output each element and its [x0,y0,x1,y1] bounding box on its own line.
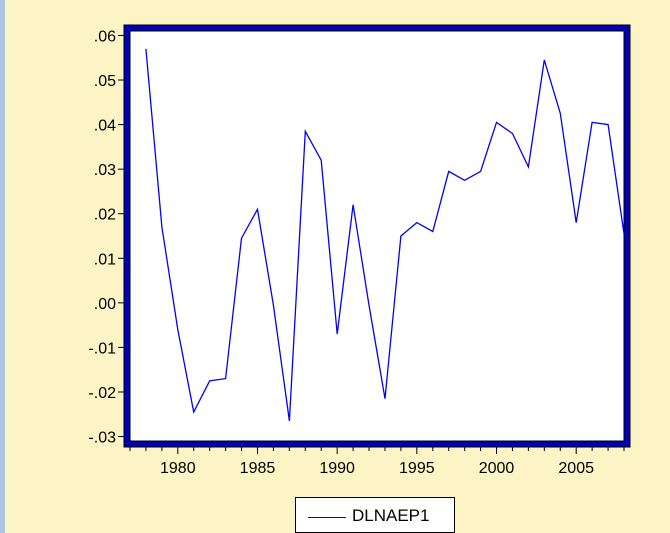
y-tick-label: .05 [94,73,116,90]
series-line [145,48,625,421]
y-tick-label: .02 [94,207,116,224]
x-tick-label: 1995 [399,460,435,477]
legend-line-swatch [308,517,346,518]
x-tick-label: 1985 [240,460,276,477]
x-axis: 1980 1985 1990 1995 2000 2005 [129,447,625,477]
legend-label: DLNAEP1 [352,506,430,525]
legend: DLNAEP1 [295,497,455,533]
y-tick-label: .03 [94,162,116,179]
x-tick-label: 1990 [319,460,355,477]
series-layer [145,48,625,421]
y-tick-label: -.01 [88,340,116,357]
x-tick-label: 1980 [160,460,196,477]
y-tick-label: .01 [94,251,116,268]
y-axis: .06 .05 .04 .03 .02 .01 .00 -.01 -.02 -.03 [88,28,124,447]
y-tick-label: .04 [94,118,116,135]
y-tick-label: -.02 [88,385,116,402]
y-tick-label: -.03 [88,430,116,447]
x-tick-label: 2000 [479,460,515,477]
plot-area [129,30,625,442]
y-tick-label: .06 [94,28,116,45]
y-tick-label: .00 [94,296,116,313]
window-edge-bar [0,0,5,533]
x-tick-label: 2005 [558,460,594,477]
